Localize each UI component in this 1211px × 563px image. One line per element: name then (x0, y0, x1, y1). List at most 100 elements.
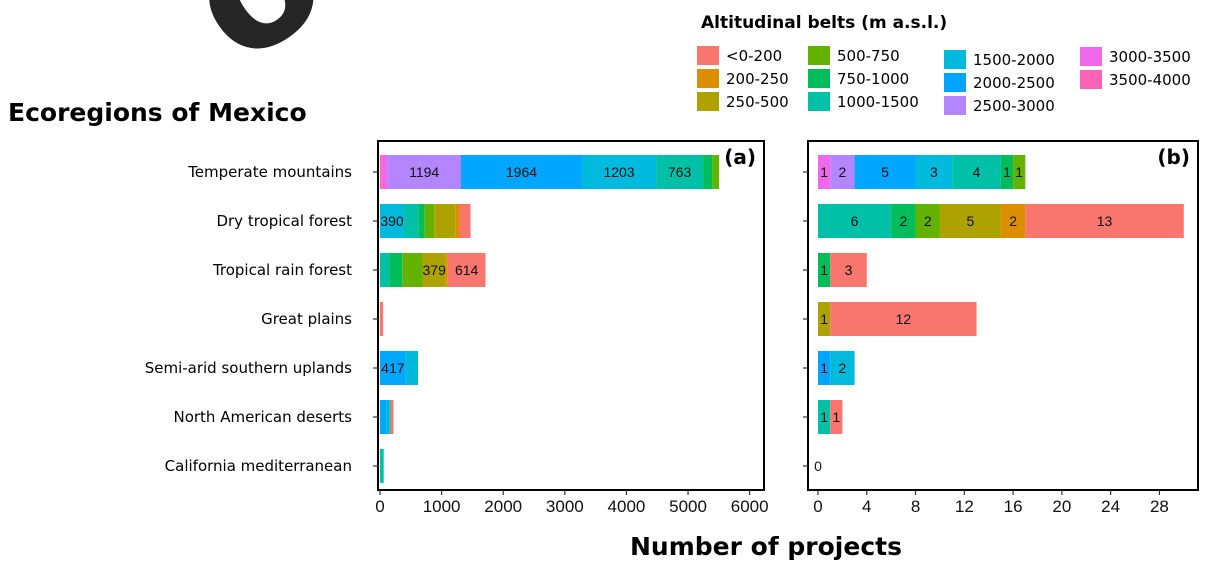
legend-label: 2000-2500 (973, 74, 1055, 92)
bar-segment (389, 400, 391, 434)
bar-segment (380, 155, 382, 189)
legend-swatch (697, 69, 719, 88)
bar-segment (460, 155, 582, 189)
bar-segment (656, 155, 704, 189)
legend-swatch (697, 92, 719, 111)
category-label: North American deserts (173, 408, 352, 426)
x-tick-label: 6000 (731, 497, 769, 516)
data-label: 5 (967, 213, 975, 229)
legend-swatch (1080, 47, 1102, 66)
bar-segment (380, 253, 390, 287)
bar-segment (1000, 204, 1026, 238)
bar-segment (854, 155, 916, 189)
bar-segment (422, 253, 446, 287)
data-label: 1203 (603, 164, 634, 180)
bar-segment (818, 204, 892, 238)
legend-label: <0-200 (726, 47, 782, 65)
data-label: 2 (899, 213, 907, 229)
data-label: 6 (851, 213, 859, 229)
panel-label: (b) (1157, 145, 1190, 169)
x-tick-label: 12 (955, 497, 974, 516)
bar-segment (830, 351, 855, 385)
bar-segment (380, 204, 405, 238)
data-label: 1 (820, 311, 828, 327)
data-label: 3 (930, 164, 938, 180)
bar-segment (939, 204, 1001, 238)
legend-label: 500-750 (837, 47, 900, 65)
x-tick-label: 5000 (669, 497, 707, 516)
legend-swatch (944, 50, 966, 69)
bar-segment (818, 400, 831, 434)
bar-segment (830, 253, 867, 287)
bar-segment (389, 253, 403, 287)
data-label: 12 (896, 311, 912, 327)
bar-segment (381, 155, 388, 189)
legend-swatch (808, 92, 830, 111)
data-label: 2 (1009, 213, 1017, 229)
data-label: 5 (881, 164, 889, 180)
x-tick-label: 0 (813, 497, 822, 516)
data-label: 1194 (409, 164, 439, 180)
data-label: 417 (381, 360, 405, 376)
bar-segment (418, 204, 425, 238)
bar-segment (703, 155, 713, 189)
data-label: 1 (1015, 164, 1023, 180)
x-tick-label: 0 (375, 497, 384, 516)
category-label: California mediterranean (165, 457, 352, 475)
legend-title: Altitudinal belts (m a.s.l.) (701, 13, 947, 33)
panel-label: (a) (724, 145, 756, 169)
y-axis-title: Ecoregions of Mexico (8, 98, 307, 127)
legend-swatch (944, 96, 966, 115)
bar-segment (380, 351, 406, 385)
legend-label: 750-1000 (837, 70, 909, 88)
legend-label: 2500-3000 (973, 97, 1055, 115)
legend-swatch (697, 46, 719, 65)
data-label: 390 (380, 213, 404, 229)
legend-label: 200-250 (726, 70, 789, 88)
data-label: 1 (832, 409, 840, 425)
bar-segment (424, 204, 435, 238)
x-axis-title: Number of projects (630, 532, 902, 561)
bar-segment (380, 400, 387, 434)
legend-swatch (808, 46, 830, 65)
data-label: 1 (820, 262, 828, 278)
category-label: Tropical rain forest (212, 261, 352, 279)
bar-segment (445, 253, 448, 287)
data-label: 1 (820, 409, 828, 425)
x-tick-label: 28 (1150, 497, 1169, 516)
legend-swatch (944, 73, 966, 92)
x-tick-label: 4 (862, 497, 871, 516)
bar-segment (1025, 204, 1184, 238)
bar-segment (404, 204, 419, 238)
bar-segment (405, 351, 419, 385)
bar-segment (818, 253, 831, 287)
bar-segment (1013, 155, 1026, 189)
bar-segment (818, 155, 831, 189)
legend-swatch (808, 69, 830, 88)
bar-segment (459, 204, 471, 238)
x-tick-label: 16 (1004, 497, 1023, 516)
bar-segment (712, 155, 720, 189)
legend-label: 250-500 (726, 93, 789, 111)
x-tick-label: 2000 (484, 497, 522, 516)
bar-segment (434, 204, 456, 238)
data-label: 0 (814, 458, 822, 474)
data-label: 1 (1003, 164, 1011, 180)
bar-segment (952, 155, 1001, 189)
bar-segment (390, 400, 394, 434)
legend-label: 1500-2000 (973, 51, 1055, 69)
x-tick-label: 20 (1052, 497, 1071, 516)
x-tick-label: 24 (1101, 497, 1120, 516)
bar-segment (387, 155, 461, 189)
bar-segment (818, 302, 831, 336)
bar-segment (818, 351, 831, 385)
category-label: Great plains (261, 310, 352, 328)
bar-segment (1000, 155, 1014, 189)
data-label: 13 (1097, 213, 1113, 229)
data-label: 2 (924, 213, 932, 229)
data-label: 1 (820, 164, 828, 180)
x-tick-label: 1000 (423, 497, 461, 516)
bar-segment (455, 204, 460, 238)
data-label: 379 (423, 262, 447, 278)
